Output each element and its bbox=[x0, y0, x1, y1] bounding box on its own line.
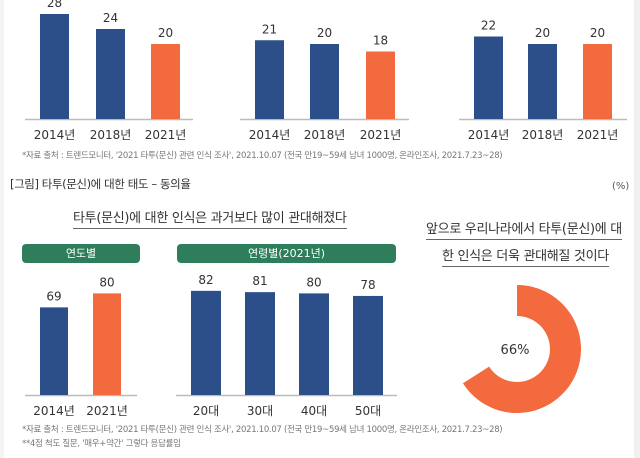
headline-right-line2: 한 인식은 더욱 관대해질 것이다 bbox=[442, 245, 609, 267]
top-chart-2-category-label: 2014년 bbox=[249, 128, 291, 142]
year-chart-category-label: 2014년 bbox=[33, 404, 75, 418]
top-chart-3-bar bbox=[474, 36, 503, 119]
age-chart-value-label: 78 bbox=[360, 278, 375, 292]
figure-title: [그림] 타투(문신)에 대한 태도 – 동의율 bbox=[10, 177, 191, 191]
top-chart-3-value-label: 20 bbox=[535, 26, 550, 40]
top-chart-3-bar bbox=[528, 44, 557, 119]
top-source-note: *자료 출처 : 트렌드모니터, '2021 타투(문신) 관련 인식 조사',… bbox=[22, 151, 503, 161]
top-chart-1-value-label: 28 bbox=[47, 0, 62, 10]
age-chart-value-label: 80 bbox=[306, 275, 321, 289]
year-chart-bar bbox=[40, 307, 68, 395]
top-chart-2-bar bbox=[310, 44, 339, 119]
top-chart-1-category-label: 2021년 bbox=[145, 128, 187, 142]
headline-right-line1: 앞으로 우리나라에서 타투(문신)에 대 bbox=[426, 218, 622, 240]
top-chart-3-category-label: 2021년 bbox=[577, 128, 619, 142]
top-chart-3-bar bbox=[583, 44, 612, 119]
year-chart-bar bbox=[93, 293, 121, 395]
year-chart-value-label: 69 bbox=[46, 289, 61, 303]
top-chart-1-bar bbox=[40, 14, 69, 119]
year-chart-value-label: 80 bbox=[99, 275, 114, 289]
age-chart-value-label: 82 bbox=[198, 273, 213, 287]
right-border bbox=[634, 0, 640, 458]
donut-segment bbox=[462, 285, 581, 413]
top-chart-1-bar bbox=[151, 44, 180, 119]
year-chart-category-label: 2021년 bbox=[86, 404, 128, 418]
top-chart-2-category-label: 2021년 bbox=[360, 128, 402, 142]
top-chart-2-bar bbox=[366, 51, 395, 119]
age-chart-category-label: 30대 bbox=[247, 404, 273, 418]
age-chart-bar bbox=[191, 290, 221, 395]
age-chart-value-label: 81 bbox=[252, 274, 267, 288]
top-chart-2-value-label: 21 bbox=[262, 22, 277, 36]
headline-left: 타투(문신)에 대한 인식은 과거보다 많이 관대해졌다 bbox=[73, 207, 347, 229]
age-chart-category-label: 20대 bbox=[193, 404, 219, 418]
age-chart-category-label: 40대 bbox=[301, 404, 327, 418]
bottom-source-note: *자료 출처 : 트렌드모니터, '2021 타투(문신) 관련 인식 조사',… bbox=[22, 425, 503, 435]
pill-by-age: 연령별(2021년) bbox=[177, 244, 396, 263]
top-chart-3-category-label: 2014년 bbox=[468, 128, 510, 142]
age-chart-bar bbox=[245, 292, 275, 395]
top-chart-2-value-label: 18 bbox=[373, 34, 388, 48]
top-chart-3-value-label: 22 bbox=[481, 19, 496, 33]
top-chart-3-category-label: 2018년 bbox=[522, 128, 564, 142]
unit-label: (%) bbox=[612, 181, 630, 192]
bottom-footnote: **4점 척도 질문, '매우+약간' 그렇다 응답률임 bbox=[22, 439, 181, 449]
top-chart-3-value-label: 20 bbox=[590, 26, 605, 40]
age-chart-category-label: 50대 bbox=[355, 404, 381, 418]
age-chart-bar bbox=[299, 293, 329, 395]
top-chart-1-value-label: 24 bbox=[103, 11, 118, 25]
pill-by-year: 연도별 bbox=[22, 244, 140, 263]
top-chart-2-bar bbox=[255, 40, 284, 119]
top-chart-2-value-label: 20 bbox=[317, 26, 332, 40]
top-chart-1-category-label: 2014년 bbox=[34, 128, 76, 142]
top-chart-1-category-label: 2018년 bbox=[90, 128, 132, 142]
left-border bbox=[0, 0, 4, 458]
top-chart-1-value-label: 20 bbox=[158, 26, 173, 40]
top-chart-2-category-label: 2018년 bbox=[304, 128, 346, 142]
donut-center-label: 66% bbox=[501, 343, 530, 358]
top-chart-1-bar bbox=[96, 29, 125, 119]
age-chart-bar bbox=[353, 295, 383, 395]
